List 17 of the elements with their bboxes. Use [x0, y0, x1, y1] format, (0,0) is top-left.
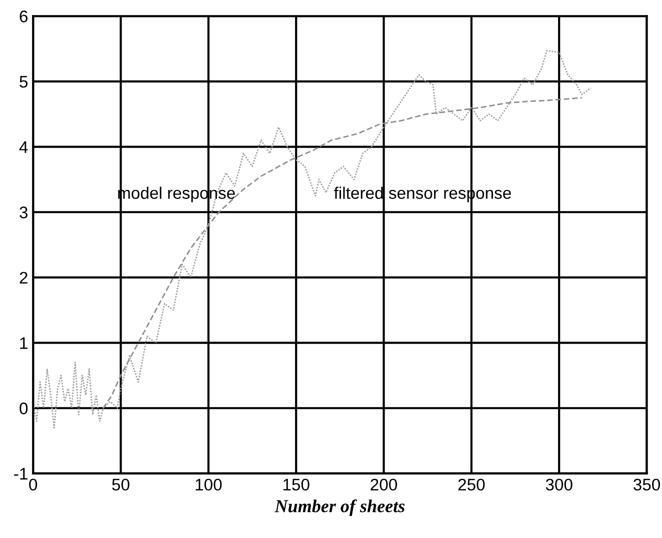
x-tick-label: 50 [112, 478, 130, 491]
x-axis-title: Number of sheets [274, 499, 405, 516]
y-tick-label: 6 [20, 10, 28, 22]
x-tick-label: 200 [370, 478, 398, 491]
y-tick-label: 3 [20, 206, 28, 218]
y-tick-label: 4 [19, 141, 28, 153]
x-tick-label: 0 [29, 478, 38, 491]
x-tick-label: 250 [458, 478, 485, 491]
y-tick-label: 0 [20, 402, 28, 414]
x-tick-label: 100 [196, 478, 222, 491]
y-tick-label: 5 [20, 76, 28, 88]
y-tick-label: 1 [20, 337, 28, 349]
x-tick-label: 350 [634, 478, 660, 491]
y-tick-label: 2 [20, 272, 28, 284]
x-tick-label: 300 [546, 478, 572, 491]
y-tick-label: -1 [14, 468, 28, 480]
x-tick-label: 150 [283, 478, 310, 491]
